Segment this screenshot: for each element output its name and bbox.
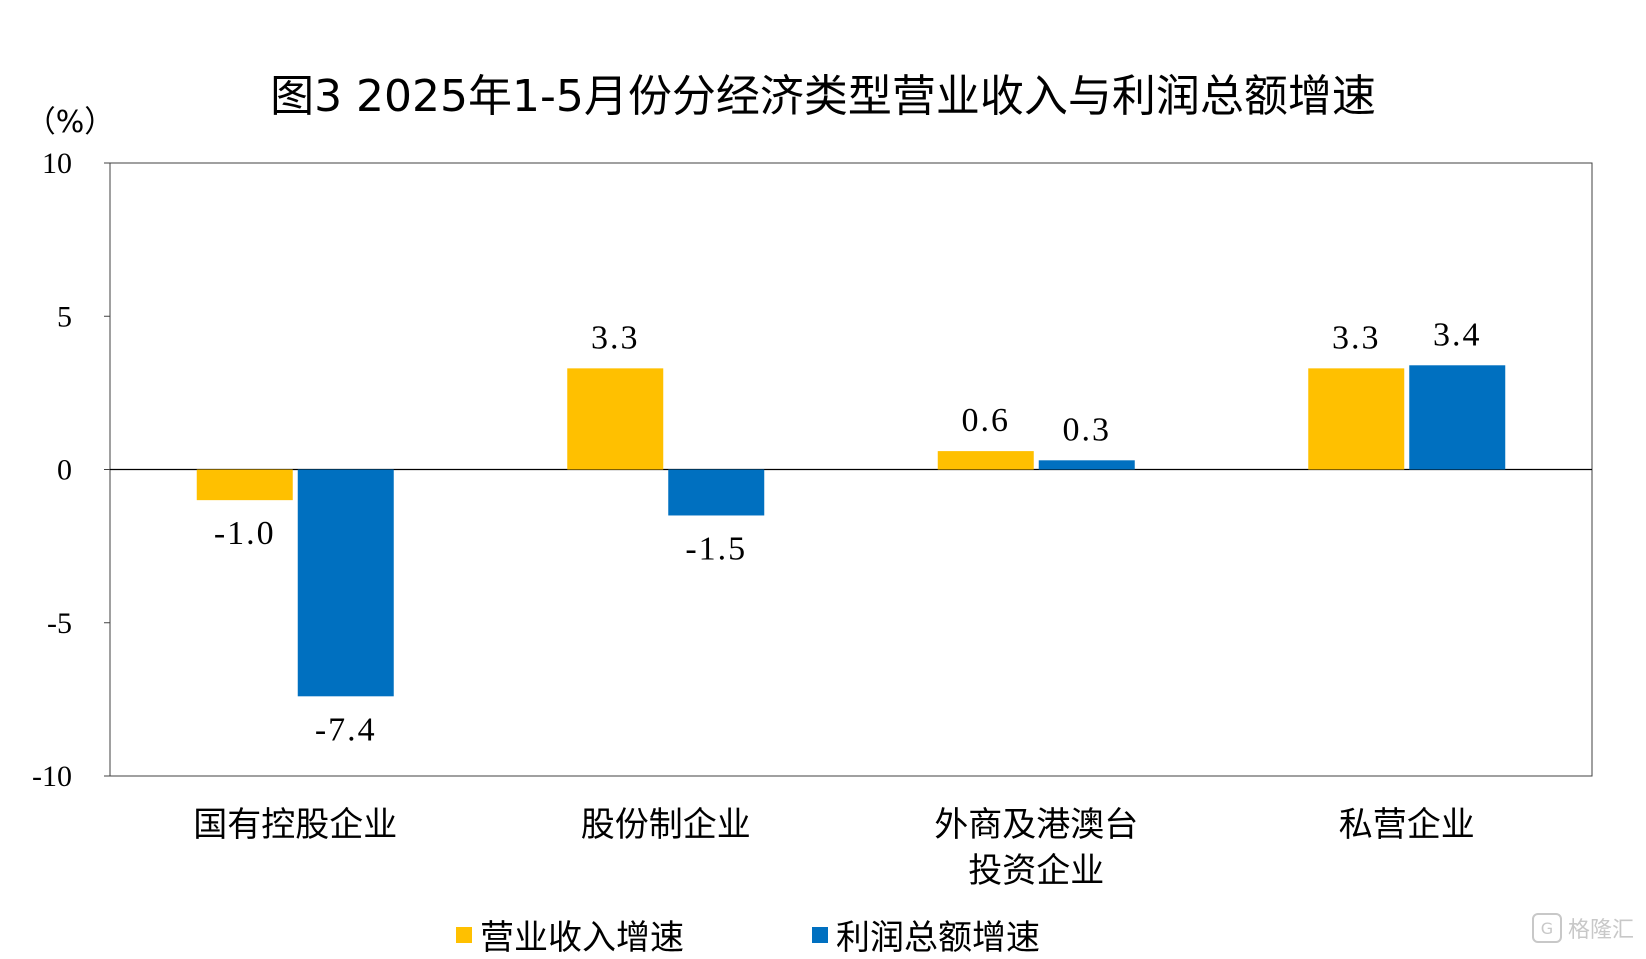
chart-title: 图3 2025年1-5月份分经济类型营业收入与利润总额增速 <box>270 71 1376 122</box>
y-tick-label: 0 <box>57 454 72 487</box>
x-tick-label: 外商及港澳台 <box>934 805 1138 845</box>
data-label-revenue: -1.0 <box>214 515 276 552</box>
y-axis-unit-label: （%） <box>26 105 115 140</box>
data-label-profit: 0.3 <box>1063 411 1112 448</box>
legend-swatch-profit <box>812 926 828 943</box>
x-tick-label: 股份制企业 <box>581 805 751 845</box>
bar-revenue <box>937 451 1034 470</box>
legend-label-revenue: 营业收入增速 <box>480 918 684 958</box>
legend-item-profit: 利润总额增速 <box>812 910 1040 959</box>
legend-label-profit: 利润总额增速 <box>836 918 1040 958</box>
data-label-profit: 3.4 <box>1433 316 1482 353</box>
x-tick-label: 国有控股企业 <box>193 805 397 845</box>
x-tick-label: 私营企业 <box>1339 805 1475 845</box>
watermark-text: 格隆汇 <box>1567 918 1634 943</box>
data-label-profit: -7.4 <box>315 711 377 748</box>
bar-profit <box>1038 460 1135 470</box>
bar-revenue <box>196 469 293 501</box>
y-tick-label: 10 <box>42 147 72 180</box>
y-tick-label: -5 <box>47 607 72 640</box>
bar-profit <box>297 469 394 697</box>
bar-revenue <box>567 368 664 470</box>
watermark: G 格隆汇 <box>1531 912 1634 944</box>
y-tick-label: -10 <box>32 760 72 793</box>
data-label-revenue: 3.3 <box>1332 319 1381 356</box>
bar-profit <box>1409 365 1506 470</box>
data-label-profit: -1.5 <box>685 530 747 567</box>
bar-revenue <box>1308 368 1405 470</box>
data-label-revenue: 0.6 <box>962 402 1011 439</box>
data-label-revenue: 3.3 <box>591 319 640 356</box>
gelonghui-logo-icon: G <box>1531 913 1562 943</box>
bar-profit <box>668 469 765 516</box>
legend-swatch-revenue <box>456 926 472 943</box>
x-tick-label: 投资企业 <box>968 851 1104 891</box>
legend-item-revenue: 营业收入增速 <box>456 910 684 959</box>
y-tick-label: 5 <box>57 300 72 333</box>
